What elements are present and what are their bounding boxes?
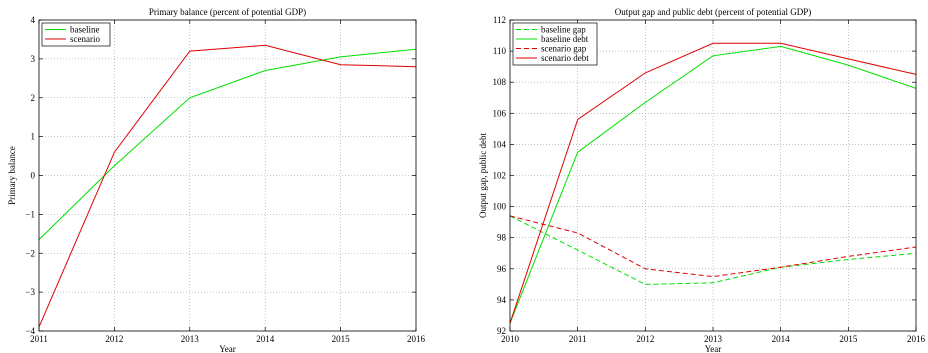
chart-2: 2010 2011 2012 2013 2014 2015 2016 112 110 108 106… [478,7,926,353]
chart-1: 2011 2012 2013 2014 2015 2016 4 3 2 1 0 −1 −2 −3 −4 Pri… [7,7,426,353]
legend-label: baseline debt [541,34,589,44]
y-axis-label: Primary balance [7,146,17,205]
y-tick-label: −2 [25,248,35,258]
x-tick-label: 2015 [332,334,351,344]
series-line-baseline [38,48,417,240]
y-tick-label: 106 [493,108,507,118]
y-tick-label: 0 [31,171,36,181]
grid [39,20,416,331]
y-tick-label: −4 [25,326,35,336]
series-line-scenario [38,44,417,328]
legend-label: scenario gap [541,44,587,54]
y-tick-label: 1 [31,132,36,142]
x-tick-label: 2016 [407,334,426,344]
y-tick-label: 3 [31,54,36,64]
series-line-baseline-debt [509,45,917,324]
plot-area [39,20,416,331]
axes-frame [38,19,417,332]
grid [510,20,916,331]
x-tick-label: 2010 [501,334,520,344]
y-tick-label: 96 [497,264,507,274]
axes-frame [509,19,917,332]
y-tick-label: 2 [31,93,36,103]
x-tick-label: 2014 [772,334,791,344]
y-tick-label: 110 [493,46,507,56]
y-tick-label: 98 [497,233,507,243]
x-tick-label: 2013 [704,334,723,344]
chart-title: Primary balance (percent of potential GD… [149,7,306,17]
y-axis-label: Output gap, public debt [478,133,488,218]
y-tick-label: 4 [31,15,36,25]
legend-label: scenario debt [541,53,589,63]
x-tick-label: 2011 [30,334,48,344]
x-tick-label: 2011 [569,334,587,344]
y-tick-label: 92 [497,326,506,336]
y-tick-label: 104 [493,139,507,149]
legend-box [41,22,111,47]
x-tick-label: 2013 [181,334,200,344]
legend-label: baseline gap [541,25,586,35]
y-tick-label: −3 [25,287,35,297]
x-tick-label: 2014 [256,334,275,344]
y-tick-label: 100 [493,202,507,212]
x-tick-label: 2015 [839,334,858,344]
y-tick-label: −1 [25,209,35,219]
legend-label: baseline [70,25,100,35]
x-tick-label: 2012 [636,334,654,344]
x-axis-label: Year [705,344,722,353]
x-tick-label: 2012 [105,334,123,344]
y-tick-label: 94 [497,295,507,305]
chart-title: Output gap and public debt (percent of p… [615,7,811,17]
y-tick-label: 112 [493,15,506,25]
x-tick-label: 2016 [907,334,926,344]
series-line-scenario-debt [509,42,917,324]
series-line-baseline-gap [509,215,917,285]
y-tick-label: 108 [493,77,507,87]
x-axis-label: Year [219,344,236,353]
legend-label: scenario [70,34,100,44]
y-tick-label: 102 [493,171,507,181]
